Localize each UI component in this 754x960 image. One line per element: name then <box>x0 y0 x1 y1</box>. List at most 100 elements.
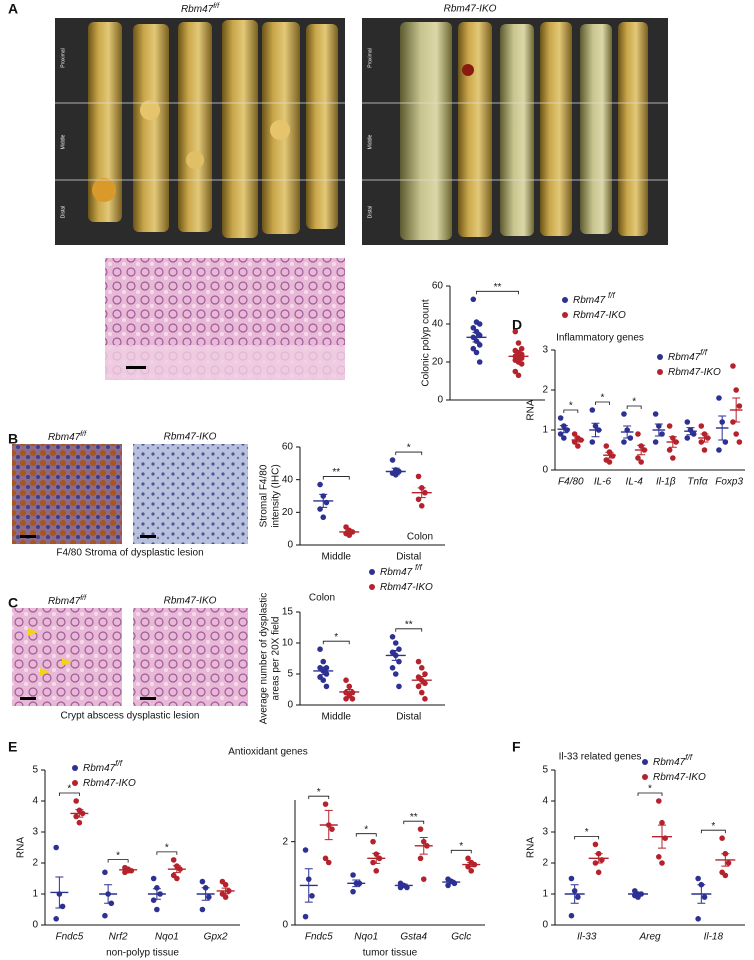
data-point <box>575 894 581 900</box>
data-point <box>722 439 729 445</box>
sem-bar <box>721 853 730 867</box>
data-point <box>418 689 425 696</box>
data-point <box>476 359 483 365</box>
data-point <box>652 411 659 417</box>
significance-bracket <box>395 451 423 456</box>
region-label: Distal <box>60 206 66 219</box>
sem-bar <box>634 892 642 896</box>
y-axis-label: RNA <box>16 837 27 858</box>
region-label: Middle <box>367 134 373 149</box>
data-point <box>635 431 641 437</box>
data-point <box>557 415 564 421</box>
significance-label: * <box>334 632 338 643</box>
legend-name: Rbm47 <box>668 352 701 363</box>
legend-name: Rbm47-IKO <box>83 778 136 789</box>
legend-sup: f/f <box>700 348 707 357</box>
data-point <box>733 387 739 393</box>
sem-bar <box>372 852 381 864</box>
data-point <box>659 819 665 826</box>
data-point <box>695 875 701 882</box>
sem-bar <box>104 884 113 904</box>
data-point <box>476 321 483 327</box>
legend-label: Rbm47-IKO <box>83 778 136 789</box>
region-label: Middle <box>60 134 66 149</box>
data-point <box>102 869 108 876</box>
data-point <box>666 423 673 429</box>
y-tick-label: 2 <box>542 385 548 396</box>
sem-bar <box>605 451 614 459</box>
data-point <box>476 342 483 348</box>
x-tick-label: IL-4 <box>626 477 644 488</box>
significance-bracket <box>595 401 610 405</box>
sem-bar <box>172 865 181 874</box>
y-tick-label: 0 <box>542 465 548 476</box>
data-point <box>53 844 59 851</box>
panel-label: B <box>8 431 18 447</box>
sem-bar <box>417 487 426 499</box>
data-point <box>346 683 353 690</box>
data-point <box>621 411 627 417</box>
x-tick-label: Nrf2 <box>109 932 128 943</box>
significance-bracket <box>700 829 726 834</box>
data-point <box>561 435 567 441</box>
histology-layer <box>105 345 345 380</box>
data-point <box>701 894 708 900</box>
data-point <box>170 857 177 863</box>
legend-swatch <box>657 369 663 375</box>
ihc-image <box>12 444 122 544</box>
sem-bar <box>417 675 426 685</box>
data-point <box>322 801 329 807</box>
x-tick-label: Middle <box>322 712 352 723</box>
y-tick-label: 0 <box>287 700 293 711</box>
data-point <box>589 439 596 445</box>
legend-label: Rbm47f/f <box>668 348 708 363</box>
data-point <box>659 860 665 866</box>
region-label: Proximal <box>367 48 373 67</box>
y-tick-label: 2 <box>542 858 548 869</box>
sem-bar <box>732 397 741 423</box>
data-point <box>652 439 659 445</box>
significance-label: * <box>407 443 411 454</box>
legend-sup: f/f <box>415 563 422 572</box>
data-point <box>656 798 662 804</box>
data-point <box>415 683 422 690</box>
y-tick-label: 5 <box>287 669 293 680</box>
data-point <box>154 906 160 913</box>
data-point <box>473 349 480 356</box>
significance-bracket <box>107 859 129 863</box>
panel-label: A <box>8 1 18 17</box>
significance-label: * <box>601 393 605 404</box>
data-point <box>684 419 691 425</box>
data-point <box>736 439 743 445</box>
x-tick-label: Fndc5 <box>305 932 333 943</box>
sem-bar <box>55 876 64 909</box>
data-point <box>309 893 315 899</box>
significance-bracket <box>637 792 663 796</box>
data-point <box>468 868 475 874</box>
data-point <box>199 878 206 885</box>
data-point <box>417 826 424 832</box>
data-point <box>317 481 323 488</box>
x-tick-label: Nqo1 <box>155 932 179 943</box>
significance-bracket <box>308 795 330 800</box>
legend-label: Rbm47-IKO <box>573 310 626 321</box>
data-point <box>684 435 691 441</box>
significance-label: * <box>317 787 321 798</box>
significance-bracket <box>355 833 377 837</box>
chart: 0 1 2 3 4 5 RNA Il-33 related genes Il-33 * Areg * I… <box>526 752 745 943</box>
x-tick-label: Distal <box>396 552 421 563</box>
y-tick-label: 1 <box>542 889 548 900</box>
chart-title: Antioxidant genes <box>228 747 308 758</box>
sem-bar <box>573 437 582 443</box>
significance-bracket <box>626 405 642 409</box>
data-point <box>420 876 427 882</box>
data-point <box>659 431 665 437</box>
data-point <box>392 671 399 677</box>
data-point <box>719 835 725 841</box>
data-point <box>392 640 399 646</box>
significance-bracket <box>58 792 80 796</box>
data-point <box>349 696 356 702</box>
y-tick-label: 0 <box>282 920 288 931</box>
annotation: Colon <box>309 593 335 604</box>
